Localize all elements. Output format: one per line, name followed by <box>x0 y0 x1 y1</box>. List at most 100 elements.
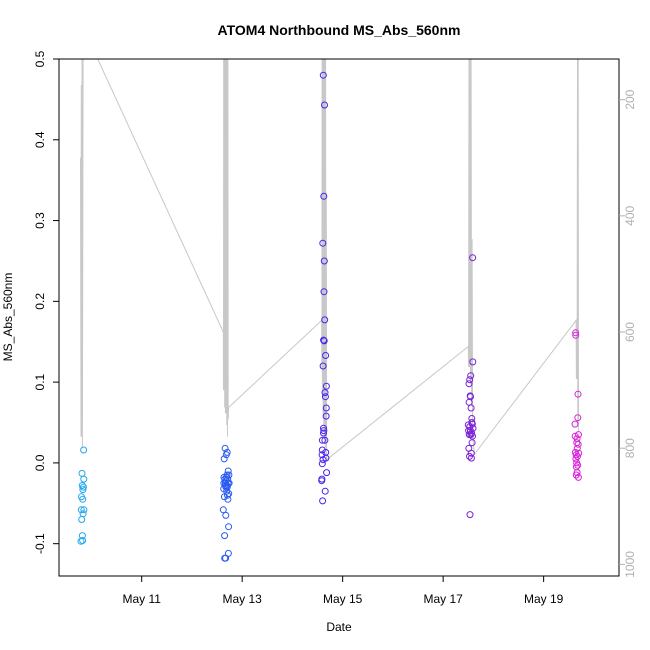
data-point <box>223 448 231 456</box>
data-point <box>224 491 231 499</box>
y-tick-label: 0.5 <box>33 50 47 67</box>
data-point <box>223 471 231 479</box>
data-point <box>572 331 580 339</box>
depth-line <box>80 58 579 461</box>
data-point <box>466 376 474 384</box>
data-point <box>225 490 233 498</box>
data-point <box>320 288 328 296</box>
data-point <box>467 404 475 412</box>
chart-title: ATOM4 Northbound MS_Abs_560nm <box>218 22 461 38</box>
data-point <box>221 444 229 452</box>
data-point <box>574 390 582 398</box>
data-point <box>79 510 87 518</box>
depth-line-layer <box>80 58 579 461</box>
data-point <box>222 511 230 519</box>
data-point <box>469 358 477 366</box>
data-point <box>224 475 232 483</box>
data-point <box>466 511 474 519</box>
data-point <box>574 452 581 460</box>
data-point <box>220 455 228 463</box>
data-point <box>469 432 476 440</box>
data-point <box>319 362 327 370</box>
data-point <box>219 506 227 514</box>
x-tick-label: May 11 <box>122 592 161 606</box>
data-point <box>321 316 329 324</box>
y2-tick-label: 200 <box>623 89 637 109</box>
data-point <box>79 537 87 544</box>
data-point <box>322 382 330 390</box>
data-point <box>224 467 232 475</box>
data-point <box>322 352 330 359</box>
data-point <box>321 487 329 495</box>
data-point <box>467 449 475 457</box>
data-point <box>469 424 477 432</box>
data-point <box>78 469 86 477</box>
data-point <box>573 469 581 477</box>
y-tick-label: -0.1 <box>33 533 47 554</box>
x-tick-label: May 17 <box>423 592 463 606</box>
data-point <box>323 469 331 477</box>
data-point <box>575 449 583 457</box>
data-point <box>467 454 475 462</box>
x-axis-label: Date <box>326 620 352 634</box>
data-point <box>80 475 88 483</box>
data-point <box>467 393 474 401</box>
y2-tick-label: 400 <box>623 206 637 226</box>
y2-tick-label: 1000 <box>623 551 637 578</box>
data-point <box>77 506 85 514</box>
y-tick-label: 0.1 <box>33 373 47 390</box>
data-point <box>574 473 582 481</box>
y-tick-label: 0.2 <box>33 293 47 310</box>
data-point <box>225 471 233 479</box>
data-point <box>467 372 475 380</box>
data-point <box>221 532 229 540</box>
data-point <box>321 101 328 109</box>
data-point <box>320 336 328 344</box>
data-point <box>320 192 328 200</box>
data-point <box>78 532 86 540</box>
data-point <box>78 516 86 523</box>
data-point <box>223 483 231 491</box>
data-point <box>468 439 476 447</box>
data-point <box>468 429 476 437</box>
data-point <box>225 479 233 487</box>
data-point <box>319 239 327 247</box>
data-point <box>321 393 329 401</box>
data-point <box>320 429 327 437</box>
x-tick-label: May 19 <box>524 592 564 606</box>
data-point <box>465 380 473 388</box>
y2-tick-label: 800 <box>623 438 637 458</box>
data-point <box>572 329 580 337</box>
data-point <box>573 444 581 452</box>
data-point <box>468 420 476 428</box>
data-point <box>320 337 328 345</box>
data-point <box>80 446 88 454</box>
data-point <box>321 389 329 397</box>
data-point <box>321 436 329 444</box>
data-point <box>78 482 86 489</box>
data-point <box>322 454 330 462</box>
data-point <box>79 483 87 491</box>
x-tick-label: May 13 <box>222 592 262 606</box>
data-point <box>318 446 326 454</box>
y-tick-label: 0.4 <box>33 131 47 148</box>
data-point <box>319 71 327 79</box>
data-point <box>318 475 326 483</box>
data-point <box>320 257 328 265</box>
data-point <box>322 412 330 420</box>
y-axis: -0.1 0.0 0.1 0.2 0.3 0.4 0.5 <box>33 50 59 554</box>
data-point <box>80 506 88 514</box>
data-point <box>319 497 327 505</box>
data-point <box>574 414 582 422</box>
data-point <box>469 254 477 262</box>
data-point <box>225 523 233 531</box>
data-point <box>574 461 582 469</box>
x-tick-label: May 15 <box>323 592 363 606</box>
data-point <box>465 398 473 406</box>
data-point <box>318 436 326 444</box>
data-point <box>318 460 326 468</box>
data-point <box>79 495 87 503</box>
data-point <box>575 431 582 439</box>
y2-tick-label: 600 <box>623 322 637 342</box>
y-axis-label: MS_Abs_560nm <box>1 273 15 362</box>
